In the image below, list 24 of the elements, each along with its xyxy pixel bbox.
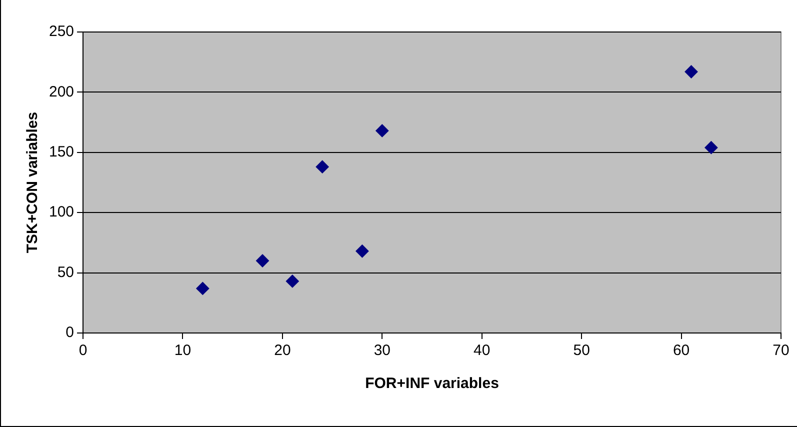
point — [316, 160, 329, 174]
x-tick-label: 60 — [672, 342, 690, 360]
y-tick-label: 250 — [48, 23, 74, 40]
y-tick-label: 150 — [48, 144, 74, 161]
x-tick-label: 50 — [573, 342, 590, 360]
x-axis-title: FOR+INF variables — [365, 375, 499, 392]
y-tick-label: 100 — [48, 204, 74, 221]
x-tick-label: 40 — [474, 342, 490, 360]
point — [704, 141, 718, 154]
point — [256, 254, 270, 268]
x-tick-label: 20 — [274, 342, 291, 360]
x-tick-label: 70 — [772, 342, 790, 360]
point — [684, 65, 698, 78]
x-tick-label: 0 — [78, 342, 88, 360]
point — [356, 244, 369, 258]
point — [376, 124, 389, 138]
y-tick-label: 0 — [66, 324, 74, 342]
x-tick-label: 30 — [374, 342, 390, 360]
point — [196, 282, 210, 295]
y-axis-title: TSK+CON variables — [24, 112, 42, 254]
y-tick-label: 200 — [48, 83, 74, 100]
y-tick-label: 50 — [57, 264, 74, 281]
point — [286, 274, 299, 288]
x-tick-label: 10 — [174, 342, 192, 360]
